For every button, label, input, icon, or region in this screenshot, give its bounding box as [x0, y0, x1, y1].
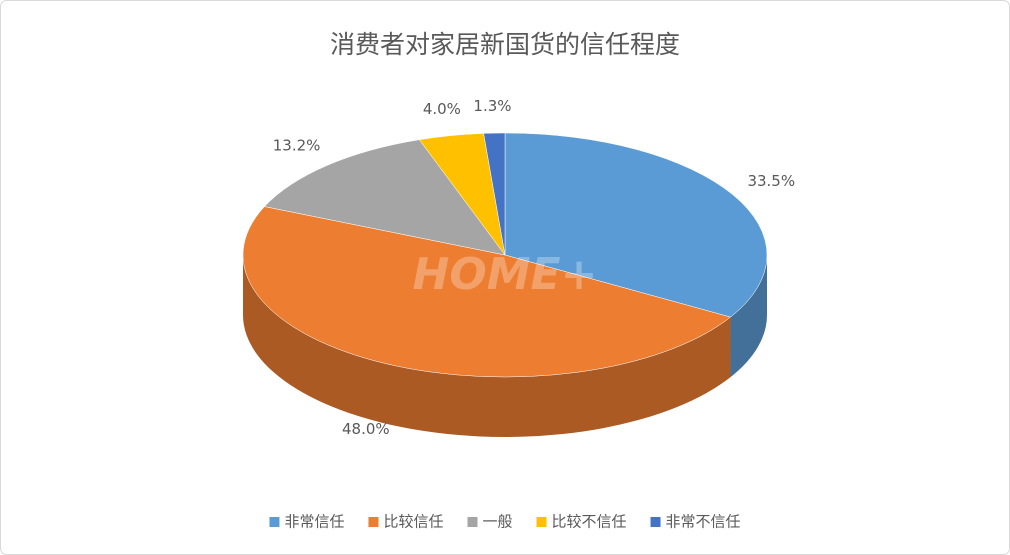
pie-slice — [264, 139, 506, 256]
legend-item: 非常不信任 — [650, 513, 741, 531]
legend-label: 一般 — [482, 513, 512, 531]
legend-swatch — [269, 517, 280, 527]
pie-sides — [243, 255, 767, 437]
pie-side — [730, 255, 767, 378]
data-label: 48.0% — [342, 420, 390, 438]
legend-swatch — [536, 517, 547, 527]
legend-label: 非常不信任 — [666, 513, 741, 531]
data-label: 4.0% — [423, 100, 461, 118]
data-label: 33.5% — [747, 172, 795, 190]
pie-side — [243, 255, 731, 437]
chart-title: 消费者对家居新国货的信任程度 — [330, 30, 680, 59]
legend: 非常信任 比较信任 一般 比较不信任 非常不信任 — [269, 513, 741, 531]
legend-label: 非常信任 — [284, 513, 344, 531]
data-label: 1.3% — [473, 97, 511, 115]
legend-item: 比较不信任 — [536, 513, 627, 531]
legend-swatch — [467, 517, 478, 527]
legend-label: 比较信任 — [383, 513, 443, 531]
data-labels: 33.5% 48.0% 13.2% 4.0% 1.3% HOME+ — [273, 97, 795, 438]
pie-slice — [242, 206, 732, 378]
data-label: 13.2% — [273, 136, 321, 154]
watermark: HOME+ — [413, 249, 598, 300]
legend-item: 非常信任 — [269, 513, 344, 531]
legend-label: 比较不信任 — [552, 513, 627, 531]
legend-item: 一般 — [467, 513, 513, 531]
legend-swatch — [368, 517, 379, 527]
pie-slice — [483, 132, 506, 256]
pie-tops — [242, 132, 768, 378]
legend-item: 比较信任 — [368, 513, 443, 531]
legend-swatch — [650, 517, 661, 527]
pie-slice — [504, 132, 768, 318]
